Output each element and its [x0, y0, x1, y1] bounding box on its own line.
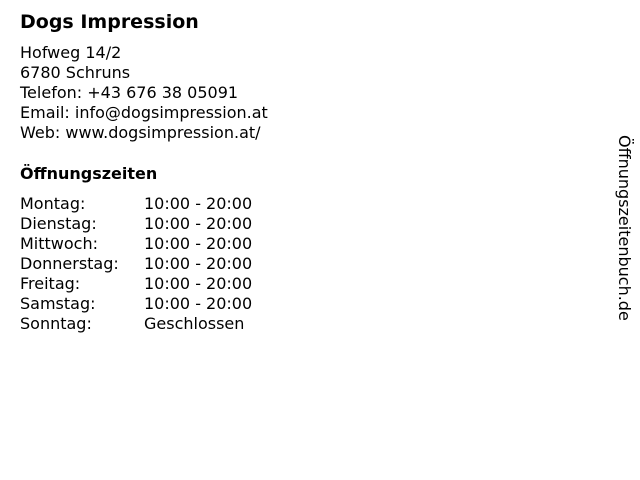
hours-row: Montag: 10:00 - 20:00 [20, 194, 252, 214]
hours-row: Mittwoch: 10:00 - 20:00 [20, 234, 252, 254]
time: 10:00 - 20:00 [144, 254, 253, 273]
website: Web: www.dogsimpression.at/ [20, 123, 261, 142]
address-street: Hofweg 14/2 [20, 43, 122, 62]
address-city: 6780 Schruns [20, 63, 131, 82]
hours-row: Freitag: 10:00 - 20:00 [20, 274, 252, 294]
time: 10:00 - 20:00 [144, 274, 253, 293]
day: Montag: [20, 194, 86, 213]
hours-title: Öffnungszeiten [20, 164, 158, 183]
time: 10:00 - 20:00 [144, 294, 253, 313]
business-name: Dogs Impression [20, 11, 199, 33]
hours-table: Montag: 10:00 - 20:00 Dienstag: 10:00 - 20… [20, 194, 252, 334]
time: Geschlossen [144, 314, 245, 333]
watermark-text: Öffnungszeitenbuch.de [615, 135, 634, 321]
email: Email: info@dogsimpression.at [20, 103, 268, 122]
phone: Telefon: +43 676 38 05091 [20, 83, 239, 102]
day: Donnerstag: [20, 254, 119, 273]
time: 10:00 - 20:00 [144, 194, 253, 213]
time: 10:00 - 20:00 [144, 234, 253, 253]
hours-row: Dienstag: 10:00 - 20:00 [20, 214, 252, 234]
day: Freitag: [20, 274, 81, 293]
hours-row: Samstag: 10:00 - 20:00 [20, 294, 252, 314]
day: Mittwoch: [20, 234, 98, 253]
day: Samstag: [20, 294, 96, 313]
hours-row: Donnerstag: 10:00 - 20:00 [20, 254, 252, 274]
day: Dienstag: [20, 214, 97, 233]
contact-block: Hofweg 14/2 6780 Schruns Telefon: +43 67… [20, 43, 268, 143]
day: Sonntag: [20, 314, 92, 333]
time: 10:00 - 20:00 [144, 214, 253, 233]
hours-row: Sonntag: Geschlossen [20, 314, 252, 334]
